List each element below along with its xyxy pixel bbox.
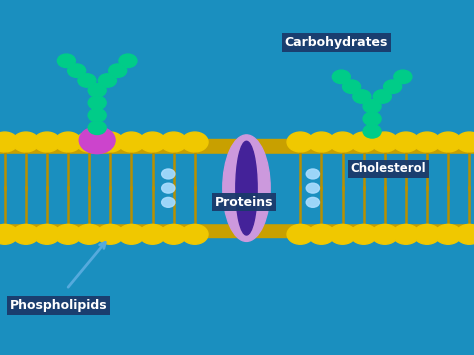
Circle shape xyxy=(182,132,208,152)
Text: Carbohydrates: Carbohydrates xyxy=(284,36,388,49)
Circle shape xyxy=(97,224,124,244)
Ellipse shape xyxy=(223,135,270,241)
Circle shape xyxy=(162,183,175,193)
Circle shape xyxy=(332,70,350,83)
Bar xyxy=(0,154,474,223)
Text: Phospholipids: Phospholipids xyxy=(9,299,107,312)
Circle shape xyxy=(139,132,166,152)
Circle shape xyxy=(456,224,474,244)
Circle shape xyxy=(329,224,356,244)
Circle shape xyxy=(118,132,145,152)
Circle shape xyxy=(79,127,115,154)
Ellipse shape xyxy=(236,141,257,235)
Bar xyxy=(0,139,474,237)
Circle shape xyxy=(363,125,381,138)
Circle shape xyxy=(374,90,392,103)
Circle shape xyxy=(392,132,419,152)
Circle shape xyxy=(13,132,39,152)
Circle shape xyxy=(55,132,82,152)
Circle shape xyxy=(55,224,82,244)
Circle shape xyxy=(34,132,60,152)
Circle shape xyxy=(182,224,208,244)
Circle shape xyxy=(363,112,381,126)
Circle shape xyxy=(394,70,412,83)
Circle shape xyxy=(160,132,187,152)
Circle shape xyxy=(97,132,124,152)
Circle shape xyxy=(118,224,145,244)
Circle shape xyxy=(383,80,401,93)
Text: Proteins: Proteins xyxy=(215,196,273,209)
Circle shape xyxy=(306,183,319,193)
Circle shape xyxy=(329,132,356,152)
Circle shape xyxy=(435,224,461,244)
Circle shape xyxy=(372,224,398,244)
Circle shape xyxy=(88,96,106,110)
Circle shape xyxy=(306,169,319,179)
Circle shape xyxy=(76,132,102,152)
Circle shape xyxy=(308,132,335,152)
Circle shape xyxy=(363,100,381,113)
Circle shape xyxy=(350,132,377,152)
Circle shape xyxy=(57,54,75,67)
Circle shape xyxy=(308,224,335,244)
Circle shape xyxy=(162,169,175,179)
Circle shape xyxy=(0,132,18,152)
Circle shape xyxy=(88,109,106,122)
Circle shape xyxy=(0,224,18,244)
Circle shape xyxy=(306,197,319,207)
Circle shape xyxy=(88,121,106,135)
Circle shape xyxy=(76,224,102,244)
Circle shape xyxy=(13,224,39,244)
Circle shape xyxy=(343,80,361,93)
Circle shape xyxy=(353,90,371,103)
Circle shape xyxy=(435,132,461,152)
Circle shape xyxy=(68,64,86,77)
Circle shape xyxy=(350,224,377,244)
Circle shape xyxy=(78,74,96,87)
Text: Cholesterol: Cholesterol xyxy=(351,162,427,175)
Circle shape xyxy=(88,83,106,97)
Circle shape xyxy=(109,64,127,77)
Circle shape xyxy=(34,224,60,244)
Circle shape xyxy=(287,132,314,152)
Circle shape xyxy=(456,132,474,152)
Circle shape xyxy=(119,54,137,67)
Circle shape xyxy=(392,224,419,244)
Circle shape xyxy=(139,224,166,244)
Circle shape xyxy=(414,132,440,152)
Circle shape xyxy=(99,74,117,87)
Circle shape xyxy=(287,224,314,244)
Circle shape xyxy=(162,197,175,207)
Circle shape xyxy=(160,224,187,244)
Circle shape xyxy=(372,132,398,152)
Circle shape xyxy=(414,224,440,244)
